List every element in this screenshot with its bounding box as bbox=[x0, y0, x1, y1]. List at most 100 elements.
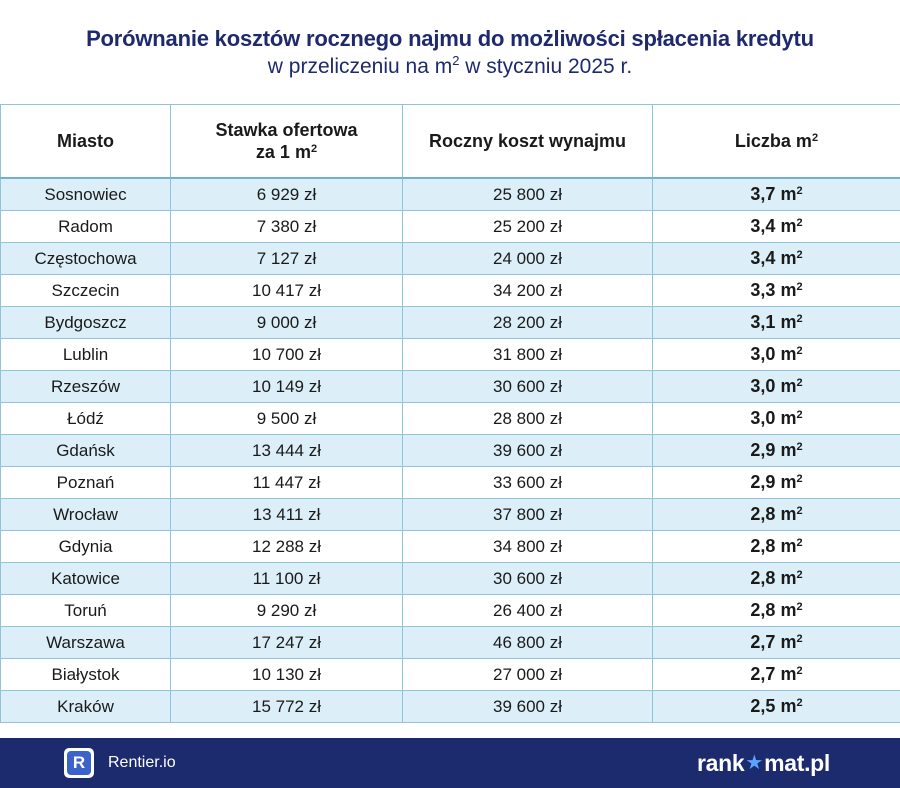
cell-rate-text: 10 130 zł bbox=[252, 664, 321, 684]
cell-rent-text: 27 000 zł bbox=[493, 664, 562, 684]
cell-sqm: 2,8 m2 bbox=[652, 498, 900, 531]
cell-city-text: Katowice bbox=[51, 568, 120, 588]
cell-rate: 13 444 zł bbox=[170, 434, 403, 467]
cell-rent: 39 600 zł bbox=[402, 434, 653, 467]
cell-sqm: 3,1 m2 bbox=[652, 306, 900, 339]
table-row: Gdynia 12 288 zł 34 800 zł 2,8 m2 bbox=[0, 530, 900, 563]
cell-city-text: Gdynia bbox=[58, 536, 113, 556]
cell-sqm-sup: 2 bbox=[796, 569, 803, 581]
cell-sqm-text: 2,8 m bbox=[750, 568, 797, 588]
cell-rate: 6 929 zł bbox=[170, 177, 403, 211]
cell-rent-text: 33 600 zł bbox=[493, 472, 562, 492]
cell-rate-text: 12 288 zł bbox=[252, 536, 321, 556]
comparison-table: Miasto Stawka ofertowa za 1 m2 Roczny ko… bbox=[0, 104, 900, 723]
cell-rate-text: 6 929 zł bbox=[256, 184, 317, 204]
cell-rent: 31 800 zł bbox=[402, 338, 653, 371]
cell-sqm-sup: 2 bbox=[796, 249, 803, 261]
table-row: Rzeszów 10 149 zł 30 600 zł 3,0 m2 bbox=[0, 370, 900, 403]
cell-city-text: Sosnowiec bbox=[44, 184, 127, 204]
table-row: Kraków 15 772 zł 39 600 zł 2,5 m2 bbox=[0, 690, 900, 723]
rankomat-text-end: mat.pl bbox=[764, 750, 830, 776]
cell-city-text: Gdańsk bbox=[56, 440, 115, 460]
cell-rent-text: 28 200 zł bbox=[493, 312, 562, 332]
table-row: Szczecin 10 417 zł 34 200 zł 3,3 m2 bbox=[0, 274, 900, 307]
cell-sqm-sup: 2 bbox=[796, 537, 803, 549]
table-row: Wrocław 13 411 zł 37 800 zł 2,8 m2 bbox=[0, 498, 900, 531]
table-header-row: Miasto Stawka ofertowa za 1 m2 Roczny ko… bbox=[0, 104, 900, 179]
cell-sqm-sup: 2 bbox=[796, 185, 803, 197]
table-row: Katowice 11 100 zł 30 600 zł 2,8 m2 bbox=[0, 562, 900, 595]
cell-city-text: Poznań bbox=[56, 472, 115, 492]
cell-city: Częstochowa bbox=[0, 242, 171, 275]
cell-sqm-text: 2,9 m bbox=[750, 472, 797, 492]
table-body: Sosnowiec 6 929 zł 25 800 zł 3,7 m2 Radom 7 3… bbox=[0, 177, 900, 723]
cell-sqm: 2,9 m2 bbox=[652, 434, 900, 467]
rate-header-line1: Stawka ofertowa bbox=[215, 120, 358, 140]
cell-rent-text: 30 600 zł bbox=[493, 376, 562, 396]
rankomat-logo: rank ★ mat.pl bbox=[697, 749, 830, 777]
rankomat-text-start: rank bbox=[697, 750, 745, 776]
cell-rate: 9 290 zł bbox=[170, 594, 403, 627]
header: Porównanie kosztów rocznego najmu do moż… bbox=[0, 24, 900, 80]
cell-rent-text: 46 800 zł bbox=[493, 632, 562, 652]
cell-rent: 37 800 zł bbox=[402, 498, 653, 531]
cell-sqm-text: 2,8 m bbox=[750, 504, 797, 524]
cell-sqm-text: 2,9 m bbox=[750, 440, 797, 460]
cell-rate: 17 247 zł bbox=[170, 626, 403, 659]
page-subtitle: w przeliczeniu na m2 w styczniu 2025 r. bbox=[0, 54, 900, 80]
cell-sqm: 2,7 m2 bbox=[652, 626, 900, 659]
cell-rate: 12 288 zł bbox=[170, 530, 403, 563]
table-row: Radom 7 380 zł 25 200 zł 3,4 m2 bbox=[0, 210, 900, 243]
cell-sqm: 2,5 m2 bbox=[652, 690, 900, 723]
cell-rent: 34 200 zł bbox=[402, 274, 653, 307]
rate-header-line2: za 1 m bbox=[255, 142, 311, 162]
cell-city-text: Białystok bbox=[51, 664, 120, 684]
rate-header-sup: 2 bbox=[310, 143, 318, 155]
cell-sqm-text: 3,1 m bbox=[750, 312, 797, 332]
cell-rate-text: 7 127 zł bbox=[256, 248, 317, 268]
cell-sqm: 2,8 m2 bbox=[652, 562, 900, 595]
cell-rate: 9 500 zł bbox=[170, 402, 403, 435]
cell-rate: 13 411 zł bbox=[170, 498, 403, 531]
cell-rent: 27 000 zł bbox=[402, 658, 653, 691]
cell-rent-text: 39 600 zł bbox=[493, 696, 562, 716]
cell-rent: 26 400 zł bbox=[402, 594, 653, 627]
cell-city: Sosnowiec bbox=[0, 177, 171, 211]
table-row: Lublin 10 700 zł 31 800 zł 3,0 m2 bbox=[0, 338, 900, 371]
cell-sqm: 3,0 m2 bbox=[652, 370, 900, 403]
cell-sqm-text: 3,0 m bbox=[750, 344, 797, 364]
cell-rent-text: 26 400 zł bbox=[493, 600, 562, 620]
cell-sqm-sup: 2 bbox=[796, 281, 803, 293]
table-row: Białystok 10 130 zł 27 000 zł 2,7 m2 bbox=[0, 658, 900, 691]
cell-rent: 24 000 zł bbox=[402, 242, 653, 275]
subtitle-text-end: w styczniu 2025 r. bbox=[459, 55, 633, 78]
cell-rate: 10 130 zł bbox=[170, 658, 403, 691]
cell-rate: 11 447 zł bbox=[170, 466, 403, 499]
cell-rent: 33 600 zł bbox=[402, 466, 653, 499]
table-row: Warszawa 17 247 zł 46 800 zł 2,7 m2 bbox=[0, 626, 900, 659]
cell-rent-text: 25 800 zł bbox=[493, 184, 562, 204]
cell-rent-text: 34 200 zł bbox=[493, 280, 562, 300]
cell-city: Radom bbox=[0, 210, 171, 243]
cell-city-text: Rzeszów bbox=[51, 376, 120, 396]
cell-sqm: 3,0 m2 bbox=[652, 338, 900, 371]
cell-rate: 10 700 zł bbox=[170, 338, 403, 371]
cell-city: Gdynia bbox=[0, 530, 171, 563]
table-row: Poznań 11 447 zł 33 600 zł 2,9 m2 bbox=[0, 466, 900, 499]
cell-rent-text: 34 800 zł bbox=[493, 536, 562, 556]
cell-rent: 25 200 zł bbox=[402, 210, 653, 243]
cell-city: Toruń bbox=[0, 594, 171, 627]
cell-city: Katowice bbox=[0, 562, 171, 595]
column-header-rent: Roczny koszt wynajmu bbox=[402, 104, 653, 179]
cell-rate-text: 11 447 zł bbox=[252, 472, 321, 492]
column-header-rate: Stawka ofertowa za 1 m2 bbox=[170, 104, 403, 179]
cell-city: Bydgoszcz bbox=[0, 306, 171, 339]
cell-rent: 39 600 zł bbox=[402, 690, 653, 723]
cell-city: Rzeszów bbox=[0, 370, 171, 403]
cell-rent-text: 30 600 zł bbox=[493, 568, 562, 588]
cell-sqm-text: 3,4 m bbox=[750, 248, 797, 268]
cell-sqm-sup: 2 bbox=[796, 441, 803, 453]
cell-city-text: Kraków bbox=[57, 696, 114, 716]
cell-city-text: Radom bbox=[58, 216, 113, 236]
cell-sqm-text: 3,7 m bbox=[750, 184, 797, 204]
